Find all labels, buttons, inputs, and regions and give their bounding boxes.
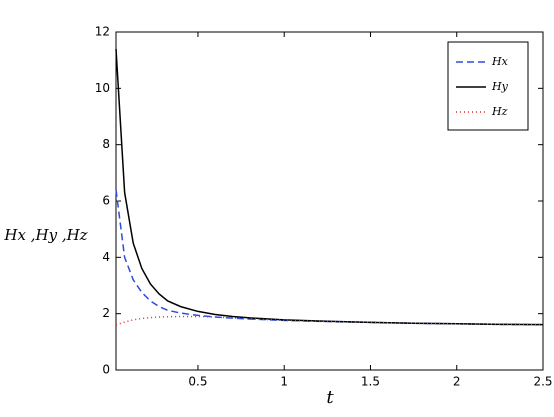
data-line [115, 315, 544, 326]
y-tick-label: 6 [102, 194, 110, 208]
y-tick-label: 4 [102, 250, 110, 264]
x-tick-label: 0.5 [188, 375, 207, 389]
y-axis-label: Hx ,Hy ,Hz [3, 226, 87, 244]
y-tick-label: 10 [95, 81, 110, 95]
legend-label: Hz [491, 105, 508, 118]
x-tick-label: 2 [453, 375, 461, 389]
legend-label: Hx [491, 55, 509, 68]
y-tick-label: 0 [102, 363, 110, 377]
y-tick-label: 2 [102, 306, 110, 320]
y-tick-label: 12 [95, 25, 110, 39]
x-axis-label: t [326, 387, 334, 408]
legend-box [447, 41, 529, 131]
data-line [115, 48, 544, 326]
x-tick-label: 1 [280, 375, 288, 389]
data-line [115, 189, 544, 326]
x-tick-label: 1.5 [361, 375, 380, 389]
legend-label: Hy [491, 80, 509, 93]
y-tick-label: 8 [102, 137, 110, 151]
x-tick-label: 2.5 [533, 375, 552, 389]
